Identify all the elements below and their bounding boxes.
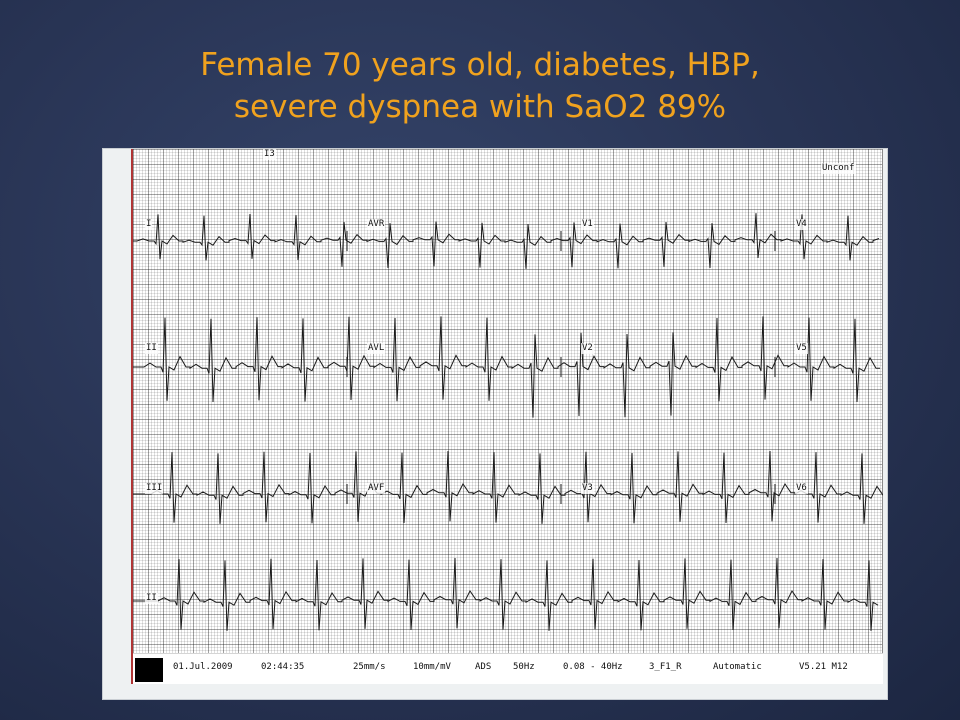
- lead-label-I: I: [145, 219, 153, 230]
- ecg-footer: 01.Jul.2009 02:44:35 25mm/s 10mm/mV ADS …: [133, 653, 883, 684]
- lead-label-V5: V5: [795, 343, 808, 354]
- lead-label-aVL: AVL: [367, 343, 386, 354]
- footer-format: 3_F1_R: [649, 662, 682, 672]
- footer-bandwidth: 0.08 - 40Hz: [563, 662, 623, 672]
- lead-label-rhythm: II: [145, 593, 158, 604]
- footer-date: 01.Jul.2009: [173, 662, 233, 672]
- lead-label-V1: V1: [581, 219, 594, 230]
- lead-label-V2: V2: [581, 343, 594, 354]
- paper-right-edge: [882, 149, 883, 684]
- calibration-block: [135, 658, 163, 682]
- status-label: Unconf: [821, 163, 856, 174]
- lead-label-V4: V4: [795, 219, 808, 230]
- footer-speed: 25mm/s: [353, 662, 386, 672]
- ecg-paper: I3 Unconf I AVR V1 V4 II AVL V2 V5 III A…: [131, 149, 883, 684]
- footer-ads: ADS: [475, 662, 492, 672]
- ecg-trace-row-4: [133, 557, 879, 631]
- ecg-trace-row-3: [133, 450, 883, 524]
- ecg-traces: [133, 213, 883, 631]
- top-marker-label: I3: [263, 149, 276, 160]
- ecg-image-frame: I3 Unconf I AVR V1 V4 II AVL V2 V5 III A…: [102, 148, 888, 700]
- title-line-2: severe dyspnea with SaO2 89%: [233, 89, 727, 125]
- title-line-1: Female 70 years old, diabetes, HBP,: [200, 47, 760, 83]
- lead-label-II: II: [145, 343, 158, 354]
- ecg-trace-row-1: [133, 213, 880, 269]
- footer-gain: 10mm/mV: [413, 662, 451, 672]
- lead-label-V6: V6: [795, 483, 808, 494]
- footer-time: 02:44:35: [261, 662, 305, 672]
- slide-title: Female 70 years old, diabetes, HBP, seve…: [60, 44, 900, 128]
- footer-mode: Automatic: [713, 662, 762, 672]
- footer-mains: 50Hz: [513, 662, 535, 672]
- footer-version: V5.21 M12: [799, 662, 848, 672]
- lead-label-aVR: AVR: [367, 219, 386, 230]
- lead-label-III: III: [145, 483, 164, 494]
- lead-label-aVF: AVF: [367, 483, 386, 494]
- lead-label-V3: V3: [581, 483, 594, 494]
- ecg-trace-row-2: [133, 316, 880, 418]
